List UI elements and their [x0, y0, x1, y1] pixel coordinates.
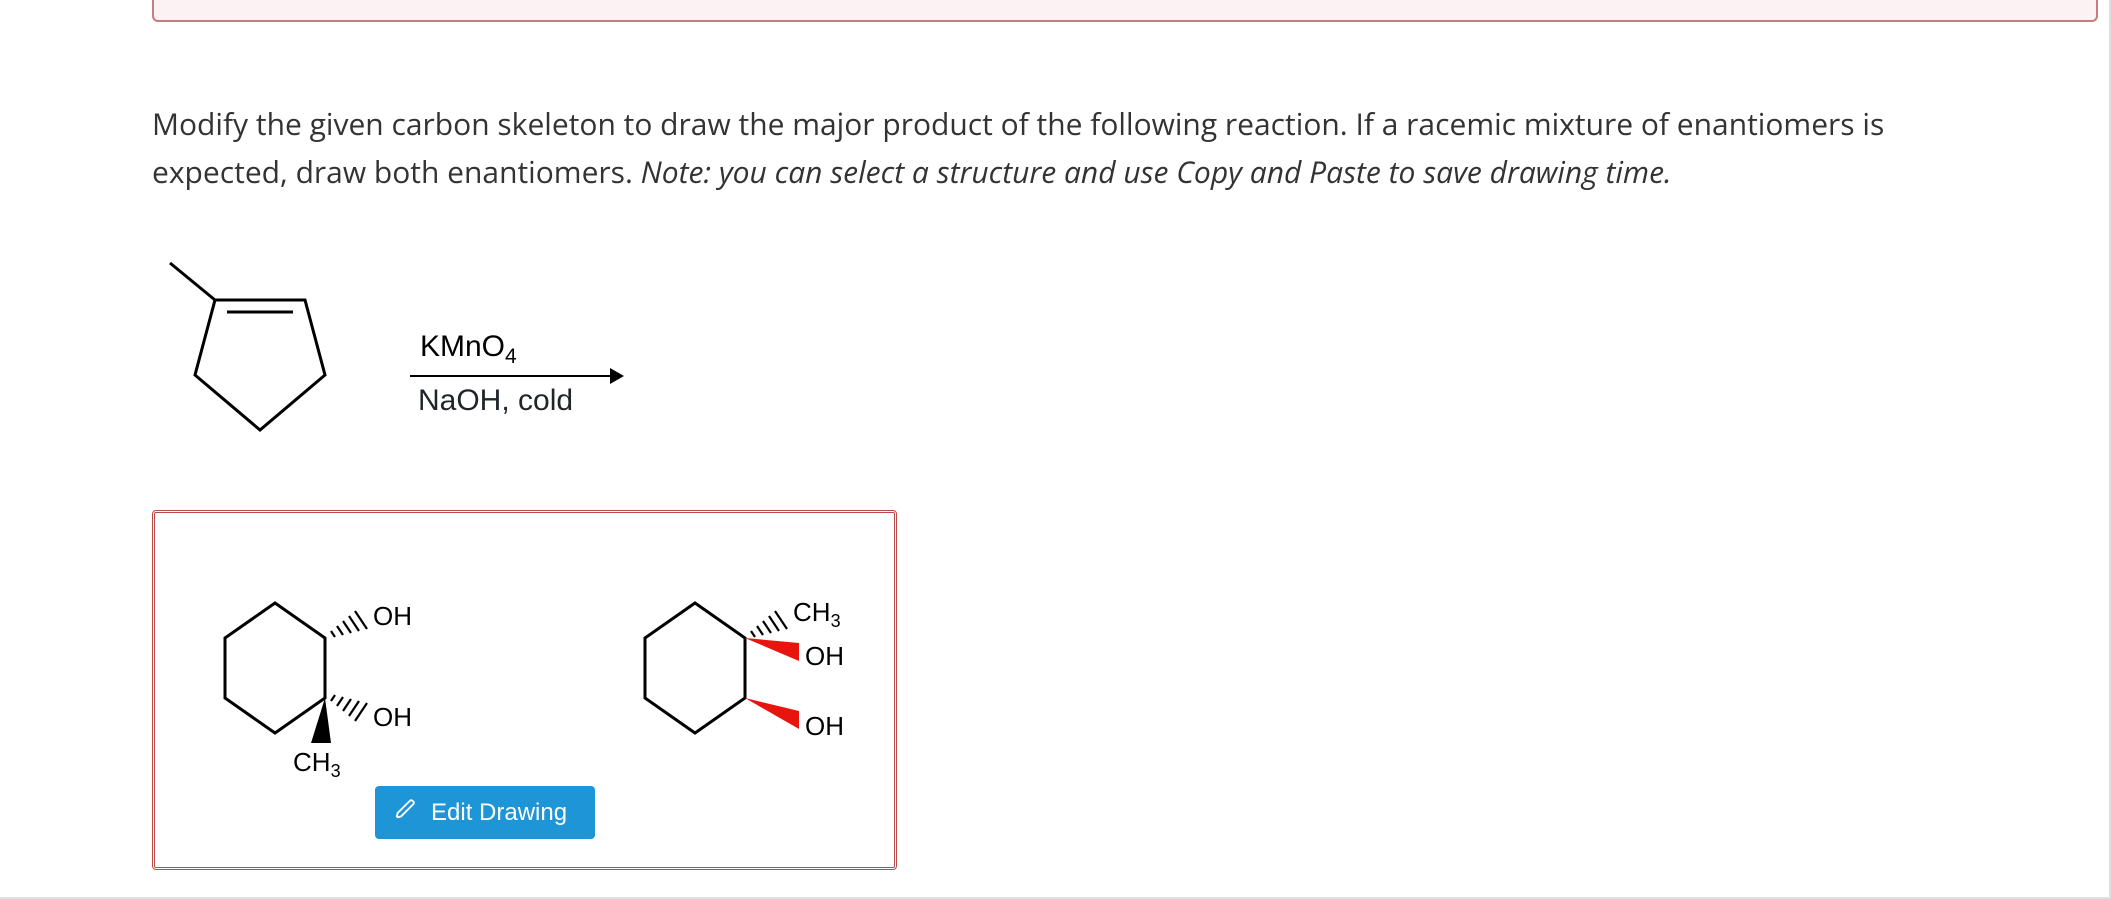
prompt-note: Note: you can select a structure and use…: [641, 151, 1672, 192]
starting-material-structure: [155, 245, 365, 455]
answer-drawing-box[interactable]: OH OH CH3 CH3 OH OH: [152, 510, 897, 870]
label-oh-1a: OH: [373, 601, 412, 631]
product-structure-2: CH3 OH OH: [595, 543, 895, 803]
label-oh-1b: OH: [373, 702, 412, 732]
reagent-top: KMnO4: [420, 330, 517, 369]
wedge-2b: [745, 698, 799, 729]
label-ch3-1: CH3: [293, 747, 341, 781]
reagent-bottom-text: NaOH, cold: [418, 384, 573, 417]
reaction-arrow-head: [610, 368, 624, 384]
label-oh-2b: OH: [805, 711, 844, 741]
pencil-icon: [395, 798, 417, 827]
reagent-bottom: NaOH, cold: [418, 384, 573, 418]
reaction-arrow-line: [410, 375, 615, 377]
wedge-2a: [745, 638, 799, 661]
reaction-conditions: KMnO4: [420, 330, 517, 373]
reagent-top-text: KMnO: [420, 330, 505, 363]
edit-drawing-button[interactable]: Edit Drawing: [375, 786, 595, 839]
label-oh-2a: OH: [805, 641, 844, 671]
edit-drawing-label: Edit Drawing: [431, 799, 567, 827]
label-ch3-2: CH3: [793, 597, 841, 631]
alert-strip: [152, 0, 2098, 22]
reagent-top-sub: 4: [505, 345, 517, 368]
question-prompt: Modify the given carbon skeleton to draw…: [152, 100, 1912, 196]
product-structure-1: OH OH CH3: [175, 543, 455, 803]
